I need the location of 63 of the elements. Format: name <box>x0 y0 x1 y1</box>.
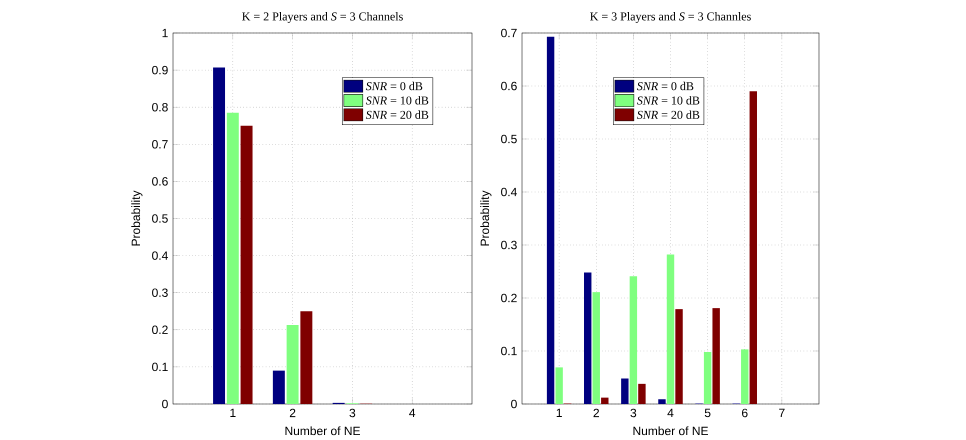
y-tick-label: 0.7 <box>501 28 517 38</box>
bar <box>286 325 299 404</box>
legend-label: SNR = 20 dB <box>366 110 428 120</box>
bar <box>546 36 554 404</box>
y-axis-title: Probability <box>480 190 492 246</box>
x-tick-label: 1 <box>556 408 562 418</box>
x-tick-label: 7 <box>779 408 785 418</box>
chart-title: K = 3 Players and S = 3 Channles <box>590 12 751 24</box>
y-tick-label: 0.6 <box>152 177 168 186</box>
bar <box>630 276 638 404</box>
bar <box>750 91 757 404</box>
bar <box>704 352 712 404</box>
bar <box>240 126 253 404</box>
x-tick-label: 3 <box>350 408 356 418</box>
x-axis-title: Number of NE <box>633 426 708 436</box>
x-tick-label: 6 <box>742 408 748 418</box>
bar <box>272 370 285 404</box>
bar <box>555 368 563 404</box>
x-tick-label: 2 <box>594 408 599 418</box>
bar <box>741 350 748 404</box>
y-tick-label: 0.4 <box>152 252 168 260</box>
x-tick-label: 3 <box>630 408 636 418</box>
y-tick-label: 0.3 <box>501 240 517 250</box>
x-tick-label: 5 <box>704 408 710 418</box>
y-tick-label: 0.2 <box>501 294 517 302</box>
x-tick-label: 1 <box>230 408 236 418</box>
y-tick-label: 0.1 <box>152 362 168 372</box>
legend-label: SNR = 0 dB <box>366 82 422 90</box>
y-tick-label: 0.5 <box>152 214 168 223</box>
y-tick-label: 0.7 <box>152 140 168 149</box>
y-tick-label: 0.6 <box>501 82 517 90</box>
bar <box>592 292 600 404</box>
bar <box>666 254 674 404</box>
bar <box>584 272 592 404</box>
bar <box>675 309 683 404</box>
y-tick-label: 0.3 <box>152 288 168 298</box>
y-tick-label: 0 <box>511 400 517 408</box>
bar <box>658 399 666 404</box>
legend-label: SNR = 10 dB <box>636 96 700 105</box>
legend-label: SNR = 20 dB <box>636 110 700 120</box>
y-tick-label: 1 <box>162 29 168 38</box>
y-tick-label: 0.1 <box>501 346 517 356</box>
bar <box>712 308 720 404</box>
legend-label: SNR = 10 dB <box>366 96 428 105</box>
bar <box>638 384 646 404</box>
y-tick-label: 0.8 <box>152 103 168 112</box>
x-tick-label: 4 <box>667 408 674 418</box>
x-tick-label: 4 <box>409 408 416 418</box>
y-tick-label: 0.4 <box>501 188 517 196</box>
bar <box>621 378 629 404</box>
x-tick-label: 2 <box>290 408 296 418</box>
legend-label: SNR = 0 dB <box>636 82 694 90</box>
bar <box>601 398 609 404</box>
bar <box>300 311 312 404</box>
chart-title: K = 2 Players and S = 3 Channels <box>242 12 403 24</box>
bar <box>226 112 239 404</box>
y-tick-label: 0 <box>162 400 168 408</box>
bar <box>213 68 226 404</box>
y-axis-title: Probability <box>131 190 142 246</box>
y-tick-label: 0.9 <box>152 66 168 75</box>
x-axis-title: Number of NE <box>285 426 360 436</box>
y-tick-label: 0.5 <box>501 134 517 144</box>
y-tick-label: 0.2 <box>152 326 168 334</box>
